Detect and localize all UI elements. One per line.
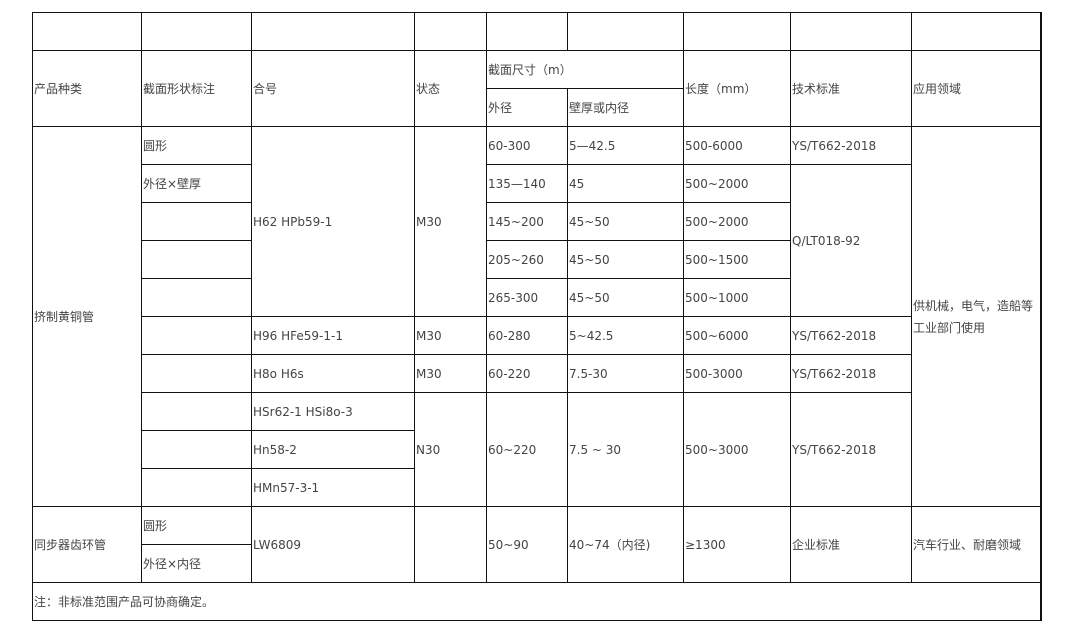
empty-row bbox=[32, 12, 1041, 51]
product-brass: 挤制黄铜管 bbox=[32, 126, 142, 507]
shape-cell: 外径×内径 bbox=[141, 544, 252, 583]
od-cell: 50~90 bbox=[486, 506, 568, 583]
od-cell: 135—140 bbox=[486, 164, 568, 203]
alloy-cell: H96 HFe59-1-1 bbox=[251, 316, 415, 355]
length-cell: ≥1300 bbox=[683, 506, 791, 583]
wall-cell: 5—42.5 bbox=[567, 126, 684, 165]
header-subrow: 外径 壁厚或内径 bbox=[33, 88, 1041, 127]
header-state: 状态 bbox=[414, 50, 487, 127]
shape-cell: 外径×壁厚 bbox=[141, 164, 252, 203]
state-cell: N30 bbox=[414, 392, 487, 507]
alloy-cell: H62 HPb59-1 bbox=[251, 126, 415, 317]
shape-cell: 圆形 bbox=[141, 506, 252, 545]
header-section-size: 截面尺寸（m） bbox=[486, 50, 684, 89]
header-alloy: 合号 bbox=[251, 50, 415, 127]
header-product-type: 产品种类 bbox=[32, 50, 142, 127]
od-cell: 60-220 bbox=[486, 354, 568, 393]
length-cell: 500~1000 bbox=[683, 278, 791, 317]
table-row: 挤制黄铜管 圆形 H62 HPb59-1 M30 60-300 5—42.5 5… bbox=[32, 126, 1041, 507]
table-row: 外径×壁厚 135—140 45 500~2000 Q/LT018-92 bbox=[33, 164, 1041, 317]
wall-cell: 45~50 bbox=[567, 278, 684, 317]
length-cell: 500~1500 bbox=[683, 240, 791, 279]
header-row: 产品种类 截面形状标注 合号 状态 截面尺寸（m） 长度（mm） 技术标准 应用… bbox=[32, 50, 1041, 127]
alloy-cell: HMn57-3-1 bbox=[251, 468, 415, 507]
od-cell: 60-280 bbox=[486, 316, 568, 355]
wall-cell: 7.5 ~ 30 bbox=[567, 392, 684, 507]
table-row: H8o H6s M30 60-220 7.5-30 500-3000 YS/T6… bbox=[33, 354, 1041, 393]
note-text: 注：非标准范围产品可协商确定。 bbox=[32, 582, 1041, 621]
alloy-cell: Hn58-2 bbox=[251, 430, 415, 469]
header-length: 长度（mm） bbox=[683, 50, 791, 127]
standard-cell: YS/T662-2018 bbox=[790, 126, 912, 165]
length-cell: 500-3000 bbox=[683, 354, 791, 393]
header-application: 应用领域 bbox=[911, 50, 1041, 127]
table-row: HMn57-3-1 bbox=[33, 468, 1041, 507]
table-row: 205~260 45~50 500~1500 bbox=[33, 240, 1041, 279]
alloy-cell: LW6809 bbox=[251, 506, 415, 583]
length-cell: 500~6000 bbox=[683, 316, 791, 355]
product-spec-table: 产品种类 截面形状标注 合号 状态 截面尺寸（m） 长度（mm） 技术标准 应用… bbox=[32, 12, 1042, 621]
wall-cell: 7.5-30 bbox=[567, 354, 684, 393]
state-cell: M30 bbox=[414, 354, 487, 393]
table-row: 265-300 45~50 500~1000 bbox=[33, 278, 1041, 317]
note-row: 注：非标准范围产品可协商确定。 bbox=[32, 582, 1041, 621]
application-cell: 汽车行业、耐磨领域 bbox=[911, 506, 1041, 583]
product-sync: 同步器齿环管 bbox=[32, 506, 142, 583]
wall-cell: 45~50 bbox=[567, 240, 684, 279]
length-cell: 500~3000 bbox=[683, 392, 791, 507]
state-cell: M30 bbox=[414, 316, 487, 355]
state-cell bbox=[414, 506, 487, 583]
application-cell: 供机械，电气，造船等工业部门使用 bbox=[911, 126, 1041, 507]
standard-cell: YS/T662-2018 bbox=[790, 392, 912, 507]
wall-cell: 45~50 bbox=[567, 202, 684, 241]
state-cell: M30 bbox=[414, 126, 487, 317]
od-cell: 60~220 bbox=[486, 392, 568, 507]
header-standard: 技术标准 bbox=[790, 50, 912, 127]
wall-cell: 40~74（内径) bbox=[567, 506, 684, 583]
shape-cell: 圆形 bbox=[141, 126, 252, 165]
table-row: 同步器齿环管 圆形 LW6809 50~90 40~74（内径) ≥1300 企… bbox=[32, 506, 1041, 583]
table-row: H96 HFe59-1-1 M30 60-280 5~42.5 500~6000… bbox=[33, 316, 1041, 355]
alloy-cell: H8o H6s bbox=[251, 354, 415, 393]
standard-cell: YS/T662-2018 bbox=[790, 354, 912, 393]
header-wall: 壁厚或内径 bbox=[567, 88, 684, 127]
header-section-shape: 截面形状标注 bbox=[141, 50, 252, 127]
wall-cell: 45 bbox=[567, 164, 684, 203]
header-outer-diameter: 外径 bbox=[486, 88, 568, 127]
wall-cell: 5~42.5 bbox=[567, 316, 684, 355]
standard-cell: Q/LT018-92 bbox=[790, 164, 912, 317]
od-cell: 60-300 bbox=[486, 126, 568, 165]
length-cell: 500~2000 bbox=[683, 202, 791, 241]
length-cell: 500-6000 bbox=[683, 126, 791, 165]
length-cell: 500~2000 bbox=[683, 164, 791, 203]
od-cell: 265-300 bbox=[486, 278, 568, 317]
od-cell: 205~260 bbox=[486, 240, 568, 279]
table-row: 145~200 45~50 500~2000 bbox=[33, 202, 1041, 241]
table-row: HSr62-1 HSi8o-3 N30 60~220 7.5 ~ 30 500~… bbox=[33, 392, 1041, 507]
alloy-cell: HSr62-1 HSi8o-3 bbox=[251, 392, 415, 431]
od-cell: 145~200 bbox=[486, 202, 568, 241]
standard-cell: 企业标准 bbox=[790, 506, 912, 583]
standard-cell: YS/T662-2018 bbox=[790, 316, 912, 355]
